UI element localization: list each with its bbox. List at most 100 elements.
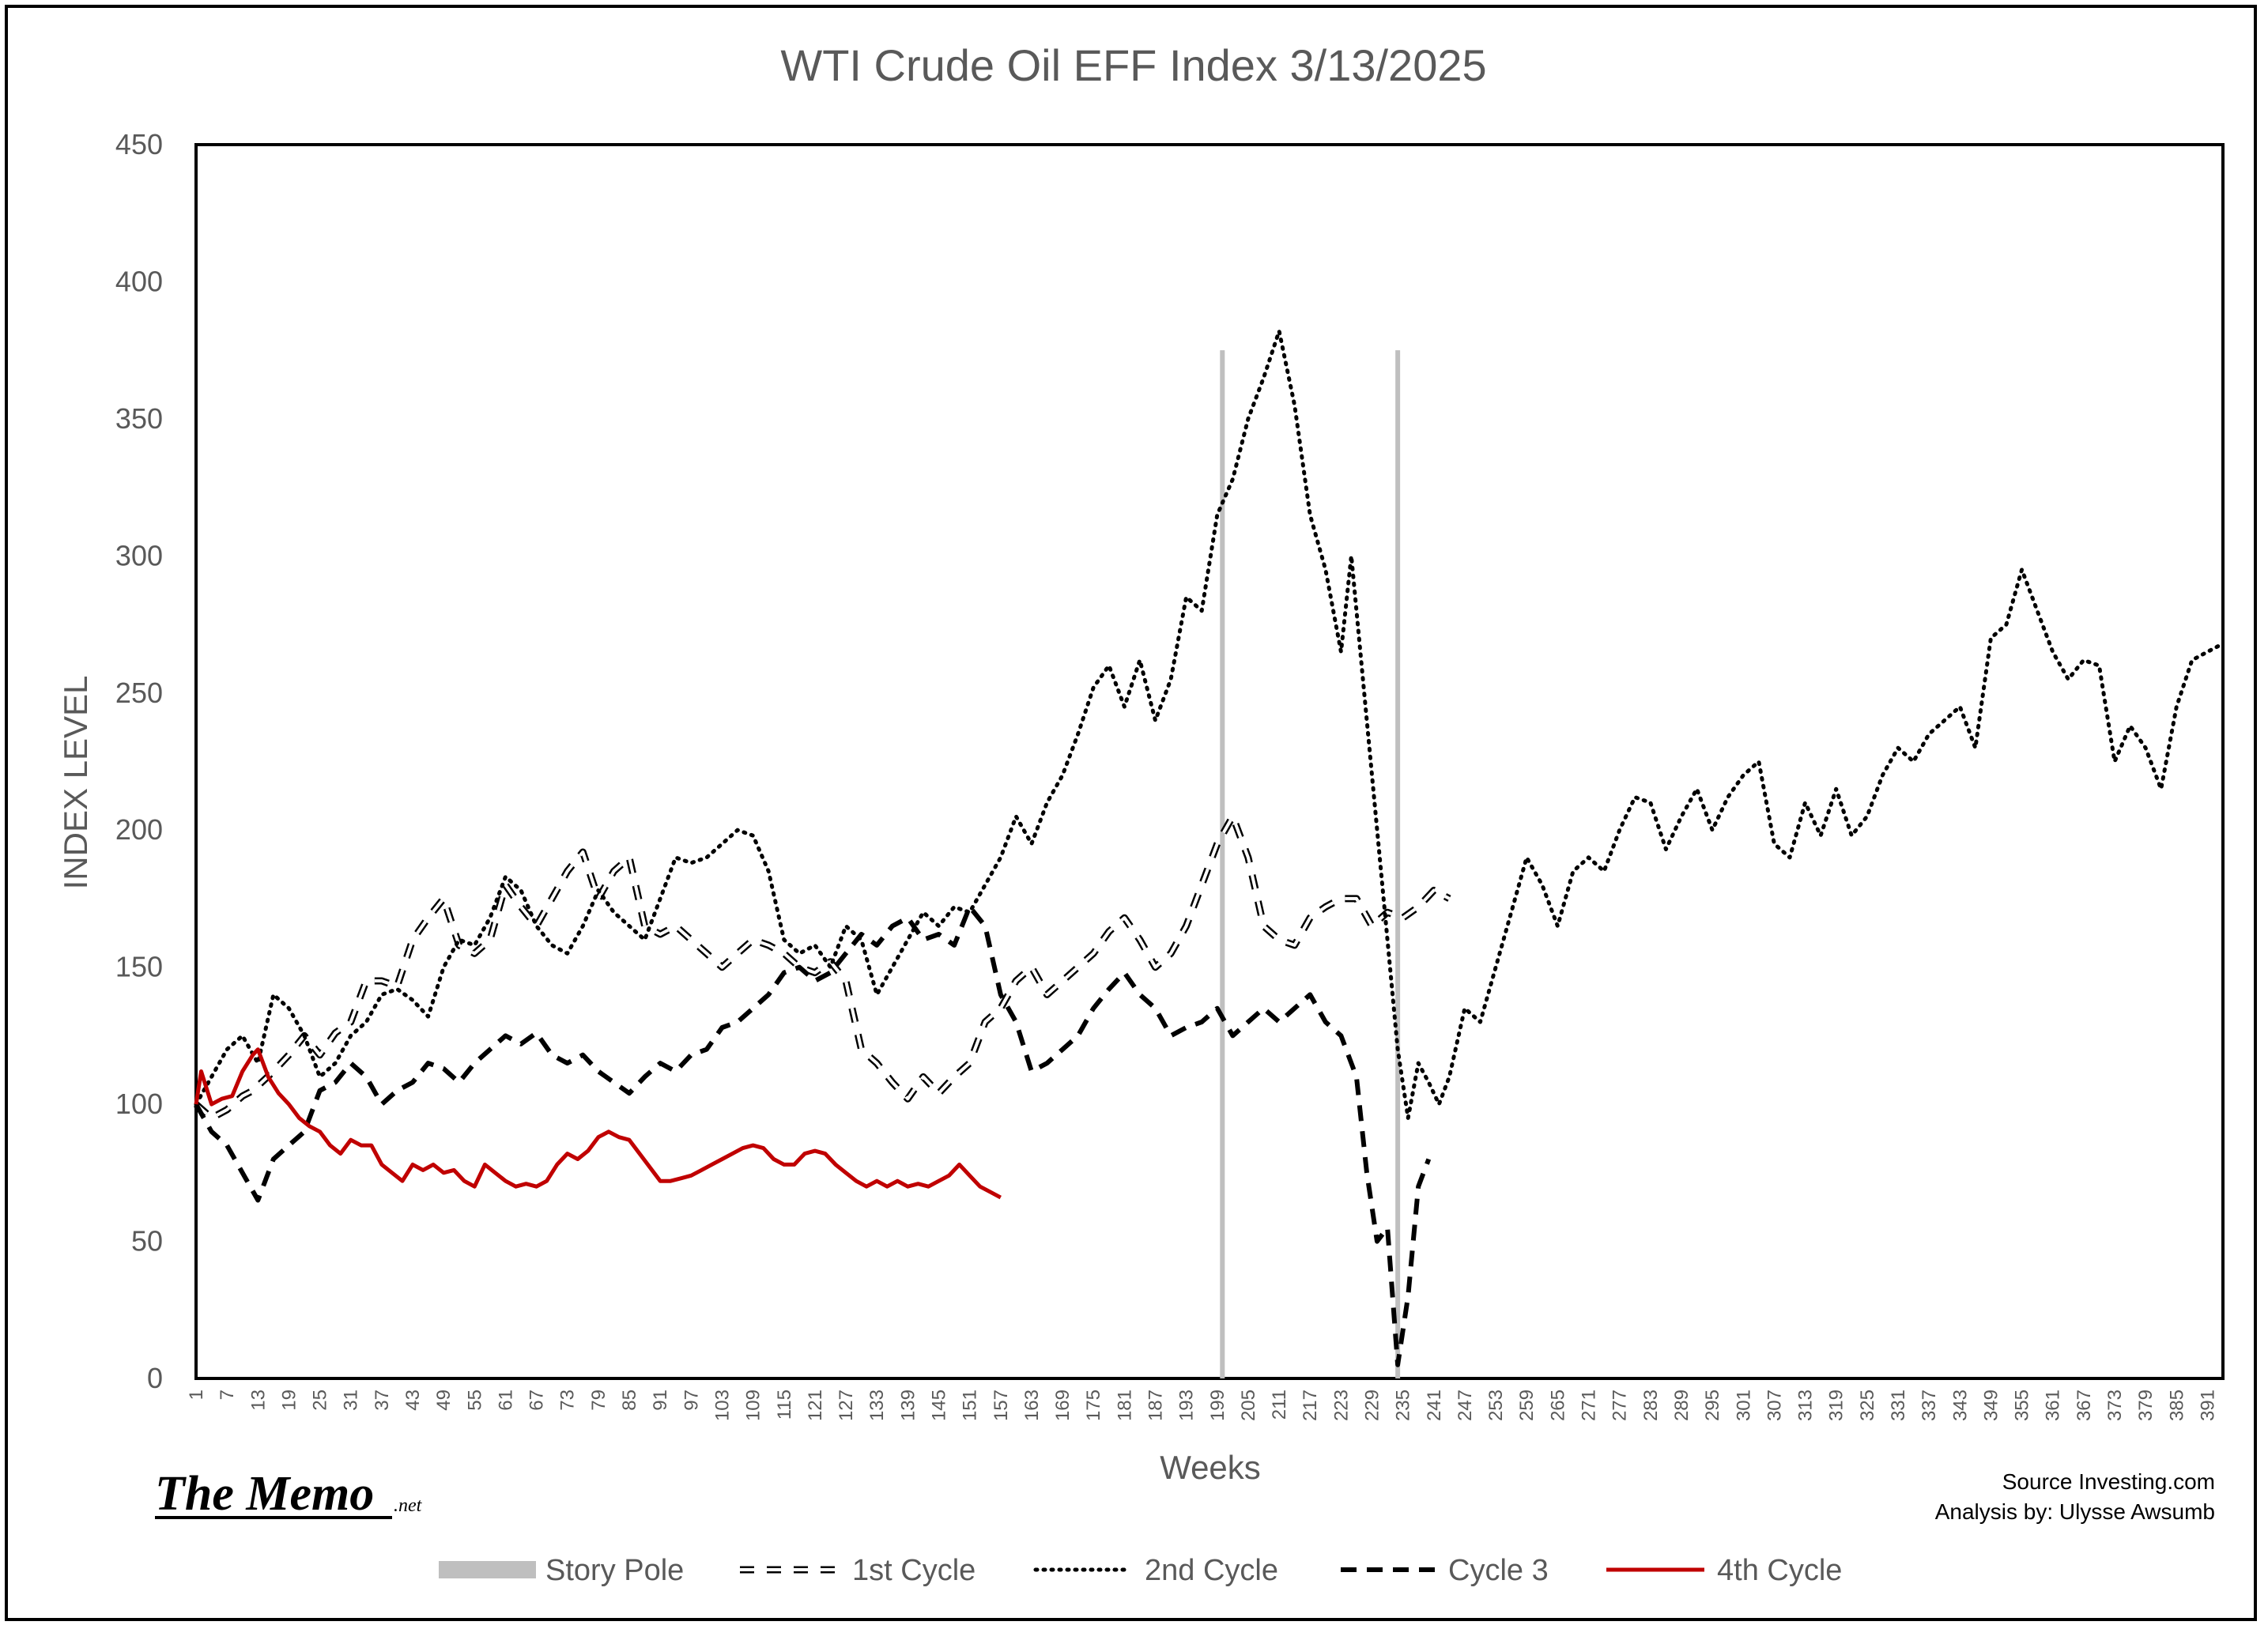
- y-tick-label: 150: [115, 951, 163, 983]
- y-tick-label: 300: [115, 539, 163, 571]
- x-tick-label: 127: [836, 1390, 857, 1421]
- x-tick-label: 247: [1455, 1390, 1476, 1421]
- x-tick-label: 55: [464, 1390, 485, 1411]
- x-tick-label: 205: [1238, 1390, 1259, 1421]
- x-tick-label: 289: [1671, 1390, 1693, 1421]
- x-tick-label: 1: [186, 1390, 207, 1400]
- y-tick-label: 100: [115, 1088, 163, 1120]
- x-tick-label: 43: [402, 1390, 424, 1411]
- chart-title: WTI Crude Oil EFF Index 3/13/2025: [780, 40, 1486, 90]
- x-tick-label: 61: [495, 1390, 516, 1411]
- y-axis-ticks: 0 50 100 150 200 250 300 350 400 450: [115, 128, 163, 1394]
- x-tick-label: 97: [681, 1390, 702, 1411]
- x-tick-label: 7: [217, 1390, 238, 1400]
- x-tick-label: 235: [1393, 1390, 1414, 1421]
- x-tick-label: 37: [372, 1390, 393, 1411]
- x-tick-label: 145: [928, 1390, 949, 1421]
- x-tick-label: 19: [278, 1390, 300, 1411]
- x-tick-label: 181: [1114, 1390, 1135, 1421]
- x-tick-label: 139: [897, 1390, 919, 1421]
- x-tick-label: 301: [1733, 1390, 1754, 1421]
- plot-area: [194, 143, 2225, 1380]
- x-tick-label: 277: [1609, 1390, 1631, 1421]
- y-tick-label: 450: [115, 128, 163, 160]
- x-tick-label: 361: [2043, 1390, 2064, 1421]
- x-tick-label: 163: [1021, 1390, 1043, 1421]
- series-layer: [194, 329, 2225, 1378]
- y-tick-label: 400: [115, 265, 163, 297]
- logo-text: The Memo: [155, 1467, 374, 1521]
- x-tick-label: 211: [1269, 1390, 1290, 1420]
- y-tick-label: 50: [131, 1225, 163, 1258]
- 1st-cycle-line-outer: [194, 813, 1451, 1122]
- x-tick-label: 367: [2074, 1390, 2095, 1421]
- x-tick-label: 73: [557, 1390, 579, 1411]
- x-tick-label: 217: [1300, 1390, 1321, 1421]
- x-tick-label: 121: [805, 1390, 826, 1421]
- x-tick-label: 325: [1857, 1390, 1878, 1421]
- x-tick-label: 67: [526, 1390, 548, 1411]
- cycle-3-line: [194, 904, 1432, 1367]
- legend-label-2nd-cycle: 2nd Cycle: [1145, 1554, 1278, 1587]
- y-tick-label: 200: [115, 813, 163, 846]
- x-tick-label: 253: [1485, 1390, 1507, 1421]
- x-tick-label: 103: [711, 1390, 733, 1421]
- logo-suffix: .net: [394, 1495, 423, 1516]
- x-tick-label: 319: [1826, 1390, 1847, 1421]
- x-tick-label: 157: [991, 1390, 1012, 1421]
- x-tick-label: 379: [2135, 1390, 2157, 1421]
- logo: The Memo .net: [155, 1467, 423, 1521]
- x-tick-label: 295: [1702, 1390, 1723, 1421]
- x-tick-label: 49: [433, 1390, 455, 1411]
- x-tick-label: 13: [247, 1390, 269, 1411]
- y-tick-label: 350: [115, 402, 163, 435]
- y-tick-label: 0: [147, 1362, 163, 1394]
- x-tick-label: 31: [341, 1390, 362, 1411]
- x-tick-label: 349: [1980, 1390, 2002, 1421]
- x-tick-label: 91: [650, 1390, 671, 1411]
- x-tick-label: 343: [1949, 1390, 1971, 1421]
- x-tick-label: 241: [1424, 1390, 1445, 1421]
- x-tick-label: 193: [1176, 1390, 1198, 1421]
- x-tick-label: 133: [866, 1390, 888, 1421]
- legend-label-story-pole: Story Pole: [545, 1554, 684, 1587]
- x-tick-label: 331: [1888, 1390, 1909, 1421]
- x-axis-ticks: 1 7 13 19 25 31 37 43 49 55 61 67 73 79 85 91 97 103 109 11…: [186, 1390, 2218, 1421]
- legend-label-cycle-3: Cycle 3: [1448, 1554, 1549, 1587]
- x-tick-label: 337: [1919, 1390, 1940, 1421]
- x-tick-label: 151: [960, 1390, 981, 1421]
- x-tick-label: 199: [1207, 1390, 1228, 1421]
- x-tick-label: 271: [1579, 1390, 1600, 1421]
- x-tick-label: 115: [774, 1390, 795, 1420]
- legend-swatch-story-pole: [439, 1561, 536, 1578]
- chart-frame: [5, 5, 2257, 1621]
- legend-label-4th-cycle: 4th Cycle: [1717, 1554, 1842, 1587]
- y-tick-label: 250: [115, 677, 163, 709]
- x-tick-label: 259: [1516, 1390, 1538, 1421]
- x-tick-label: 109: [743, 1390, 764, 1421]
- x-tick-label: 79: [588, 1390, 609, 1411]
- x-tick-label: 25: [310, 1390, 331, 1411]
- source-note: Source Investing.com: [2002, 1469, 2215, 1494]
- x-tick-label: 373: [2104, 1390, 2126, 1421]
- x-tick-label: 283: [1640, 1390, 1662, 1421]
- legend-label-1st-cycle: 1st Cycle: [852, 1554, 976, 1587]
- x-tick-label: 313: [1795, 1390, 1817, 1421]
- 4th-cycle-line: [194, 1047, 1002, 1200]
- x-tick-label: 187: [1145, 1390, 1166, 1421]
- x-tick-label: 175: [1083, 1390, 1104, 1421]
- x-tick-label: 391: [2197, 1390, 2218, 1421]
- 2nd-cycle-line: [194, 329, 2225, 1120]
- x-tick-label: 265: [1547, 1390, 1568, 1421]
- y-axis-label: INDEX LEVEL: [57, 676, 94, 890]
- 1st-cycle-line-inner: [194, 814, 1451, 1120]
- x-tick-label: 307: [1764, 1390, 1785, 1421]
- x-tick-label: 169: [1052, 1390, 1074, 1421]
- analysis-note: Analysis by: Ulysse Awsumb: [1935, 1499, 2215, 1524]
- x-tick-label: 385: [2166, 1390, 2187, 1421]
- x-axis-label: Weeks: [1160, 1449, 1261, 1486]
- legend: Story Pole 1st Cycle 2nd Cycle Cycle 3 4th C…: [439, 1554, 1842, 1587]
- x-tick-label: 355: [2012, 1390, 2033, 1421]
- x-tick-label: 223: [1330, 1390, 1352, 1421]
